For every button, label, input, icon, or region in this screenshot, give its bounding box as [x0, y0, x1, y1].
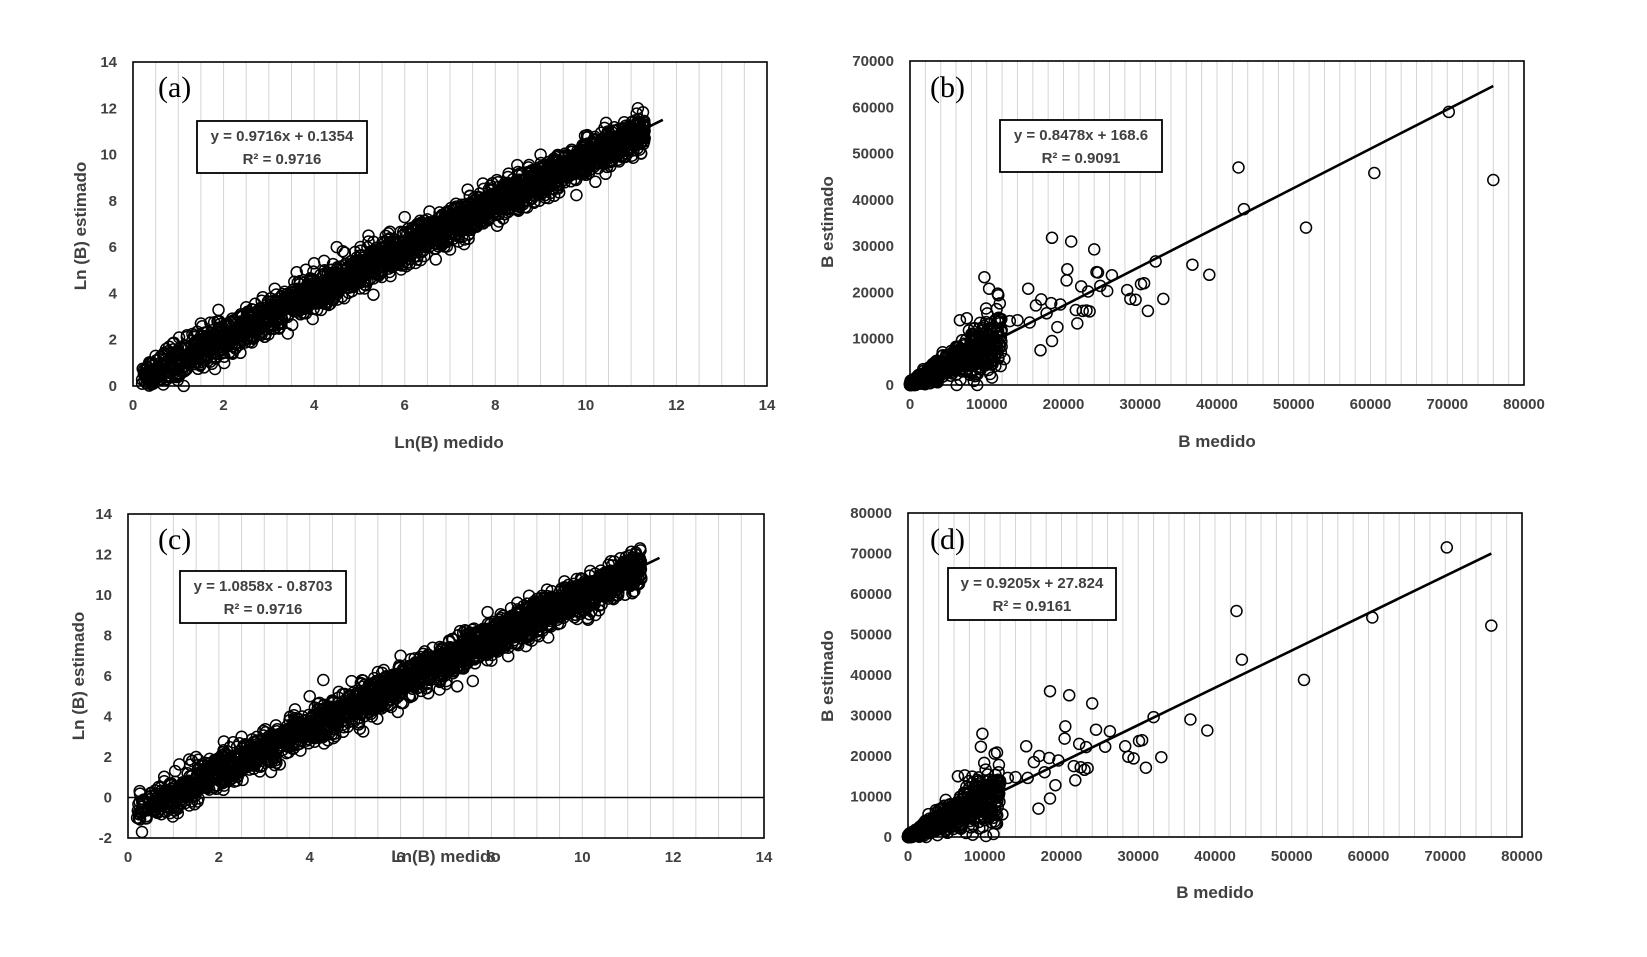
data-point — [1051, 320, 1064, 334]
y-tick-label: 0 — [104, 790, 112, 807]
y-tick-label: 4 — [109, 285, 118, 302]
x-tick-label: 20000 — [1043, 396, 1085, 413]
y-tick-label: 20000 — [852, 284, 894, 301]
data-point — [1141, 304, 1155, 318]
data-point — [1157, 292, 1170, 306]
r-squared: R² = 0.9716 — [243, 151, 322, 168]
y-axis-title: Ln (B) estimado — [71, 162, 90, 290]
y-tick-label: 12 — [95, 547, 112, 564]
plot-area-frame — [132, 61, 768, 387]
x-tick-label: 0 — [906, 396, 914, 413]
y-tick-label: 0 — [886, 377, 894, 394]
data-point — [1203, 268, 1216, 282]
y-tick-label: 30000 — [852, 238, 894, 255]
data-point — [1232, 161, 1245, 174]
data-point — [547, 189, 561, 203]
x-tick-label: 14 — [756, 849, 773, 866]
data-point — [1299, 221, 1313, 234]
data-point — [281, 327, 295, 340]
y-tick-label: 8 — [104, 628, 112, 645]
y-tick-label: 6 — [104, 668, 112, 685]
data-point — [135, 825, 149, 839]
data-point — [429, 253, 443, 266]
y-tick-label: 6 — [109, 239, 117, 256]
panel-label: (a) — [158, 71, 191, 104]
x-tick-label: 80000 — [1503, 396, 1545, 413]
x-tick-label: 8 — [491, 397, 499, 414]
x-axis-title: B medido — [1178, 432, 1255, 451]
r-squared: R² = 0.9091 — [1042, 150, 1121, 167]
chart-b: 0 10000 20000 30000 40000 50000 60000 70000 8000… — [818, 53, 1545, 451]
x-tick-label: 12 — [668, 397, 685, 414]
y-tick-label: 0 — [109, 378, 117, 395]
x-tick-label: 12 — [665, 849, 682, 866]
y-tick-label: 60000 — [852, 99, 894, 116]
x-tick-label: 60000 — [1350, 396, 1392, 413]
x-tick-label: 40000 — [1196, 396, 1238, 413]
x-tick-label: 70000 — [1426, 396, 1468, 413]
x-tick-label: 0 — [124, 849, 132, 866]
y-tick-label: -2 — [99, 830, 112, 847]
x-tick-label: 4 — [310, 397, 319, 414]
data-point — [307, 265, 320, 278]
data-point — [440, 240, 454, 253]
x-tick-label: 0 — [129, 397, 137, 414]
trendline-equation: y = 0.9716x + 0.1354 — [211, 128, 354, 145]
data-point — [173, 368, 187, 381]
y-axis-title: B estimado — [818, 176, 837, 268]
data-point — [978, 270, 991, 284]
data-point — [299, 307, 313, 320]
data-point — [354, 240, 367, 254]
y-tick-label: 50000 — [852, 146, 894, 163]
chart-a: 0 2 4 6 8 10 12 14 0 2 4 6 8 10 12 14 Ln(B) medido Ln (… — [71, 54, 776, 452]
y-tick-label: 14 — [95, 506, 112, 523]
data-point — [570, 188, 583, 202]
y-tick-label: 14 — [100, 54, 117, 71]
data-point — [423, 205, 436, 218]
data-point — [552, 182, 565, 195]
x-tick-label: 30000 — [1119, 396, 1161, 413]
data-point — [520, 201, 534, 214]
data-point — [367, 288, 380, 301]
y-tick-label: 2 — [109, 332, 117, 349]
y-tick-label: 10000 — [852, 331, 894, 348]
data-point — [226, 312, 239, 325]
y-tick-label: 8 — [109, 193, 117, 210]
y-tick-label: 40000 — [852, 192, 894, 209]
x-tick-label: 10 — [578, 397, 595, 414]
data-point — [1021, 282, 1035, 295]
data-point — [1071, 317, 1084, 330]
y-tick-label: 70000 — [852, 53, 894, 70]
data-point — [212, 303, 225, 317]
x-axis-title: Ln(B) medido — [394, 433, 504, 452]
x-tick-label: 10 — [574, 849, 591, 866]
x-tick-label: 50000 — [1273, 396, 1315, 413]
y-tick-label: 10 — [100, 147, 117, 164]
y-tick-label: 10 — [95, 587, 112, 604]
data-point — [1034, 344, 1047, 357]
data-point — [461, 183, 474, 196]
data-point — [1186, 258, 1199, 271]
data-point — [180, 330, 194, 344]
data-point — [1060, 274, 1073, 287]
x-tick-label: 10000 — [966, 396, 1008, 413]
trendline-equation: y = 0.8478x + 168.6 — [1014, 127, 1148, 144]
x-tick-label: 6 — [401, 397, 409, 414]
y-tick-label: 12 — [100, 100, 117, 117]
y-tick-label: 2 — [104, 749, 112, 766]
data-point — [1064, 235, 1078, 248]
x-tick-label: 2 — [215, 849, 223, 866]
data-point — [589, 175, 602, 189]
x-tick-label: 4 — [306, 849, 315, 866]
panel-label: (b) — [930, 71, 965, 104]
data-point — [960, 312, 974, 325]
x-tick-label: 2 — [219, 397, 227, 414]
x-tick-label: 14 — [759, 397, 776, 414]
y-tick-label: 4 — [104, 709, 113, 726]
